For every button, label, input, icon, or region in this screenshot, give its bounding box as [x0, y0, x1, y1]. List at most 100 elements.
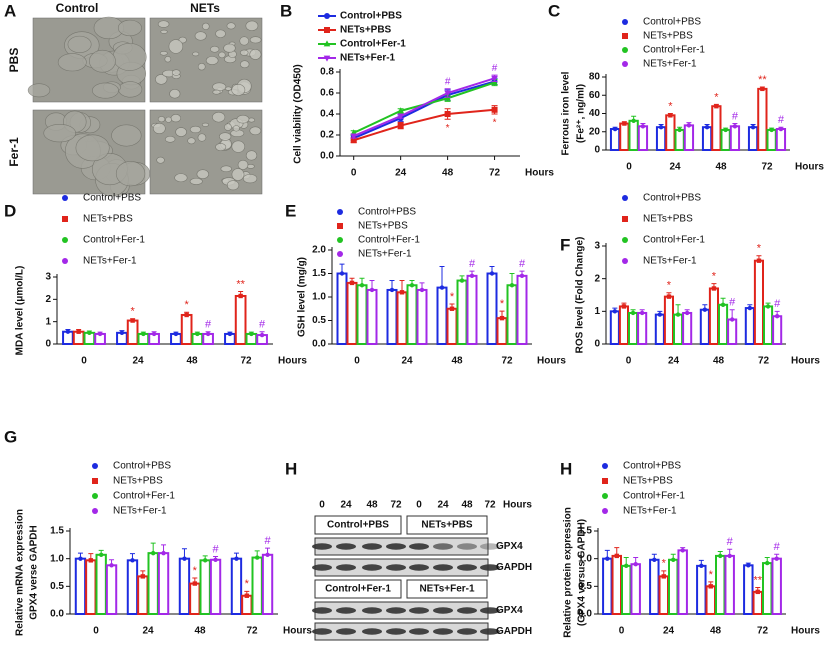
bar	[766, 128, 777, 152]
time-label: 72	[390, 500, 402, 511]
cell	[164, 135, 176, 143]
bar	[356, 284, 368, 345]
blot-band	[409, 543, 429, 550]
y-tick-label: 1	[45, 316, 51, 327]
cell	[205, 56, 219, 65]
point	[213, 557, 218, 562]
y-tick-label: 2	[45, 294, 51, 305]
cell	[43, 124, 76, 143]
point	[612, 309, 618, 314]
error-bar	[439, 265, 445, 288]
time-label: 24	[437, 500, 449, 511]
legend-marker	[337, 209, 343, 215]
point	[195, 331, 200, 337]
x-tick-label: 0	[626, 162, 632, 173]
bar	[705, 585, 716, 615]
x-axis-label: Hours	[525, 168, 554, 179]
group-label: NETs+Fer-1	[419, 584, 475, 595]
x-axis-label: Hours	[283, 626, 312, 637]
point	[732, 124, 738, 129]
legend-marker	[92, 493, 98, 499]
bar	[711, 105, 722, 151]
bar	[74, 557, 87, 616]
y-tick-label: 0.0	[320, 151, 334, 162]
x-tick-label: 24	[663, 626, 675, 637]
cell	[196, 169, 210, 179]
significance: #	[729, 297, 736, 309]
significance: *	[500, 298, 505, 310]
cell	[249, 36, 262, 44]
bar	[701, 126, 713, 151]
panel-letter: C	[548, 1, 560, 20]
y-tick-label: 1.0	[312, 292, 326, 303]
point	[778, 126, 784, 132]
point	[119, 330, 125, 336]
time-label: 0	[416, 500, 422, 511]
point	[150, 550, 156, 556]
significance: *	[193, 565, 198, 577]
panel-letter: A	[4, 1, 16, 20]
bar	[668, 558, 679, 615]
significance: *	[662, 558, 667, 570]
cell	[212, 82, 227, 92]
y-tick-label: 3	[594, 241, 600, 252]
legend-marker	[62, 237, 68, 243]
y-tick-label: 0	[594, 339, 600, 350]
point	[765, 304, 771, 309]
x-tick-label: 72	[489, 168, 501, 179]
legend-label: Control+Fer-1	[113, 491, 175, 502]
y-tick-label: 1.5	[50, 526, 64, 537]
significance: **	[758, 74, 767, 86]
point	[675, 312, 681, 317]
bar	[683, 124, 695, 152]
point	[151, 331, 157, 337]
cell	[75, 134, 110, 162]
legend-marker	[324, 27, 330, 33]
blot-row-label: GAPDH	[496, 626, 532, 637]
point	[677, 127, 682, 133]
legend-label: Control+PBS	[83, 193, 141, 204]
point	[680, 548, 685, 553]
blot-band	[457, 607, 477, 614]
cell	[226, 180, 240, 191]
y-tick-label: 0.8	[320, 67, 334, 78]
point	[65, 329, 71, 334]
y-axis-label: (Fe²⁺, ng/ml)	[576, 84, 587, 143]
point	[254, 555, 260, 560]
bar	[506, 284, 518, 345]
blot-band	[409, 607, 429, 614]
point	[657, 312, 663, 317]
y-tick-label: 2	[594, 273, 600, 284]
bar	[763, 305, 774, 345]
bar	[665, 114, 676, 151]
point	[439, 285, 445, 290]
bar	[396, 291, 408, 345]
bar	[628, 119, 639, 152]
time-label: 48	[461, 500, 473, 511]
panel-letter: B	[280, 1, 292, 20]
bar	[157, 552, 170, 616]
blot-band	[312, 628, 332, 635]
cell	[89, 49, 116, 73]
cell	[218, 132, 232, 141]
bar	[126, 319, 139, 345]
point	[499, 315, 505, 321]
significance: *	[714, 91, 719, 103]
cell	[215, 143, 227, 151]
legend-label: NETs+PBS	[340, 25, 392, 36]
blot-band	[457, 543, 477, 550]
legend-label: Control+Fer-1	[643, 235, 705, 246]
legend-marker	[622, 216, 628, 222]
bar	[85, 559, 97, 615]
point	[747, 305, 753, 311]
point	[671, 557, 676, 562]
cell	[117, 19, 142, 37]
cell	[157, 116, 166, 123]
bar	[466, 274, 478, 346]
x-tick-label: 48	[715, 162, 727, 173]
bar	[602, 557, 613, 616]
y-axis-label: Relative protein expression	[563, 507, 574, 638]
cell	[156, 156, 165, 164]
point	[612, 126, 618, 132]
